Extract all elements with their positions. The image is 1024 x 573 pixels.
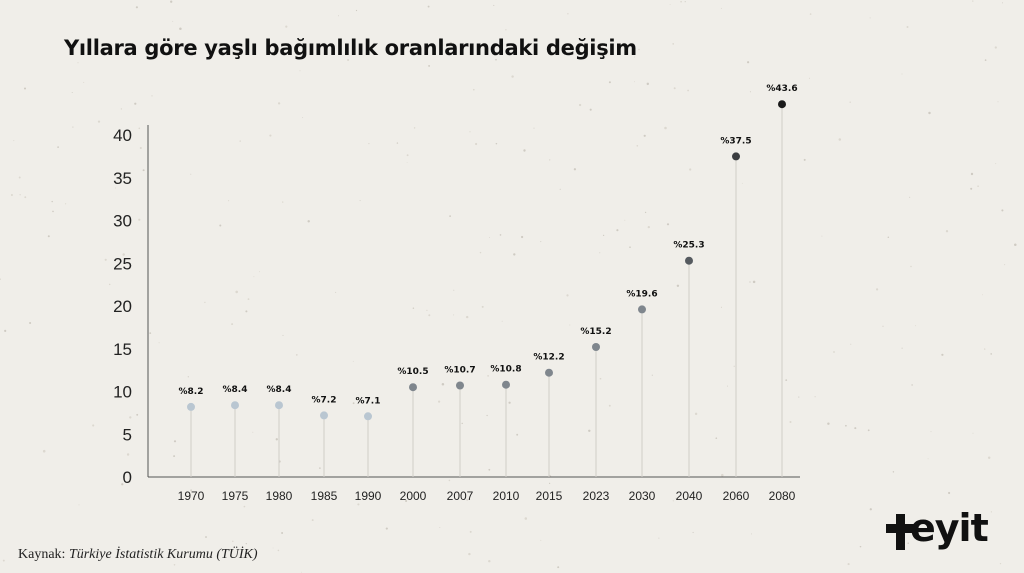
- data-label: %19.6: [626, 289, 657, 299]
- y-tick-label: 35: [113, 169, 132, 188]
- source-prefix: Kaynak:: [18, 547, 69, 562]
- y-tick-label: 15: [113, 340, 132, 359]
- y-tick-label: 5: [123, 425, 132, 444]
- source-note: Kaynak: Türkiye İstatistik Kurumu (TÜİK): [18, 547, 258, 563]
- logo-wordmark: eyit: [910, 506, 989, 550]
- x-tick-label: 2060: [723, 489, 750, 503]
- data-point: [364, 412, 372, 421]
- data-label: %8.4: [267, 385, 292, 395]
- data-label: %7.2: [312, 395, 337, 405]
- y-tick-label: 30: [113, 212, 132, 231]
- data-point: [732, 152, 740, 161]
- data-point: [231, 401, 239, 410]
- data-label: %10.7: [444, 366, 475, 376]
- data-point: [320, 411, 328, 420]
- y-tick-label: 10: [113, 383, 132, 402]
- data-label: %12.2: [533, 353, 564, 363]
- x-tick-label: 2000: [400, 489, 427, 503]
- data-label: %37.5: [720, 136, 751, 146]
- data-label: %25.3: [673, 241, 704, 251]
- x-tick-label: 1990: [355, 489, 382, 503]
- x-tick-label: 1970: [178, 489, 205, 503]
- data-label: %8.2: [179, 387, 204, 397]
- x-tick-label: 2007: [447, 489, 474, 503]
- data-label: %10.8: [490, 365, 521, 375]
- x-tick-label: 1985: [311, 489, 338, 503]
- x-tick-label: 2080: [769, 489, 796, 503]
- x-tick-label: 1980: [266, 489, 293, 503]
- x-tick-label: 2030: [629, 489, 656, 503]
- data-point: [456, 381, 464, 390]
- data-point: [545, 368, 553, 377]
- data-point: [187, 402, 195, 411]
- y-tick-label: 0: [123, 468, 132, 487]
- data-label: %43.6: [766, 84, 797, 94]
- data-point: [638, 305, 646, 314]
- y-tick-label: 20: [113, 297, 132, 316]
- data-label: %10.5: [397, 367, 428, 377]
- data-point: [502, 380, 510, 389]
- data-point: [409, 383, 417, 392]
- plus-icon: [886, 514, 915, 550]
- data-label: %15.2: [580, 327, 611, 337]
- data-point: [778, 100, 786, 109]
- teyit-logo: eyit: [886, 506, 1016, 552]
- x-tick-label: 1975: [222, 489, 249, 503]
- data-label: %7.1: [356, 396, 381, 406]
- x-tick-label: 2040: [676, 489, 703, 503]
- data-point: [592, 343, 600, 351]
- y-tick-label: 25: [113, 254, 132, 273]
- source-name: Türkiye İstatistik Kurumu (TÜİK): [68, 547, 258, 562]
- data-label: %8.4: [223, 385, 248, 395]
- x-tick-label: 2015: [536, 489, 563, 503]
- chart-title: Yıllara göre yaşlı bağımlılık oranlarınd…: [64, 36, 637, 60]
- x-tick-label: 2023: [583, 489, 610, 503]
- y-tick-label: 40: [113, 126, 132, 145]
- data-point: [275, 401, 283, 410]
- x-tick-label: 2010: [493, 489, 520, 503]
- data-point: [685, 256, 693, 265]
